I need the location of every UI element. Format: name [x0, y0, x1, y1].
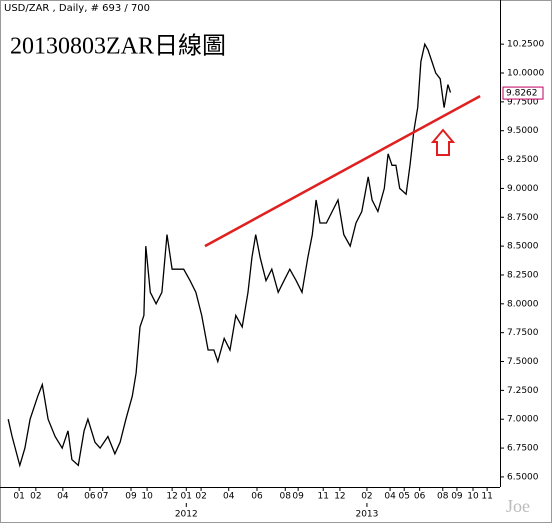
x-tick-label: 10: [467, 492, 479, 502]
x-tick-label: 01: [181, 492, 192, 502]
last-price-label: 9.8262: [506, 89, 538, 99]
price-line: [7, 42, 452, 468]
x-tick-label: 02: [195, 492, 206, 502]
y-tick-label: 7.7500: [507, 328, 539, 338]
year-tick-label: 2013: [355, 510, 378, 520]
x-tick-label: 08: [437, 492, 449, 502]
x-tick-label: 01: [13, 492, 24, 502]
x-tick-label: 02: [30, 492, 41, 502]
y-tick-label: 10.0000: [507, 69, 544, 79]
x-tick-label: 08: [280, 492, 292, 502]
x-tick-label: 04: [384, 492, 396, 502]
x-tick-label: 06: [414, 492, 426, 502]
y-tick-label: 8.0000: [507, 299, 539, 309]
y-tick-label: 6.7500: [507, 444, 539, 454]
trend-line: [204, 94, 481, 248]
x-tick-label: 12: [166, 492, 177, 502]
x-tick-label: 04: [223, 492, 235, 502]
x-tick-label: 05: [398, 492, 409, 502]
x-tick-label: 12: [334, 492, 345, 502]
y-tick-label: 9.7500: [507, 97, 539, 107]
watermark: Joe: [506, 496, 530, 516]
last-price-box: [502, 86, 544, 100]
x-tick-label: 09: [451, 492, 463, 502]
x-tick-label: 07: [97, 492, 108, 502]
x-tick-label: 10: [141, 492, 153, 502]
y-tick-label: 7.5000: [507, 357, 539, 367]
x-tick-label: 06: [84, 492, 96, 502]
chart-title: 20130803ZAR日線圖: [10, 33, 226, 60]
y-tick-label: 8.5000: [507, 242, 539, 252]
year-tick-label: 2012: [175, 510, 198, 520]
y-tick-label: 9.0000: [507, 184, 539, 194]
x-tick-label: 11: [317, 492, 328, 502]
y-tick-label: 7.2500: [507, 386, 539, 396]
y-tick-label: 9.5000: [507, 126, 539, 136]
x-tick-label: 06: [251, 492, 263, 502]
y-tick-label: 10.2500: [507, 40, 544, 50]
y-tick-label: 6.5000: [507, 472, 539, 482]
y-tick-label: 8.2500: [507, 270, 539, 280]
x-tick-label: 11: [481, 492, 492, 502]
chart-header: USD/ZAR , Daily, # 693 / 700: [4, 3, 150, 14]
x-tick-label: 09: [292, 492, 304, 502]
x-tick-label: 09: [125, 492, 137, 502]
arrow-annotation: [430, 128, 456, 156]
x-tick-label: 04: [57, 492, 69, 502]
y-tick-label: 8.7500: [507, 213, 539, 223]
x-tick-label: 02: [361, 492, 372, 502]
y-tick-label: 9.2500: [507, 155, 539, 165]
y-tick-label: 7.0000: [507, 415, 539, 425]
